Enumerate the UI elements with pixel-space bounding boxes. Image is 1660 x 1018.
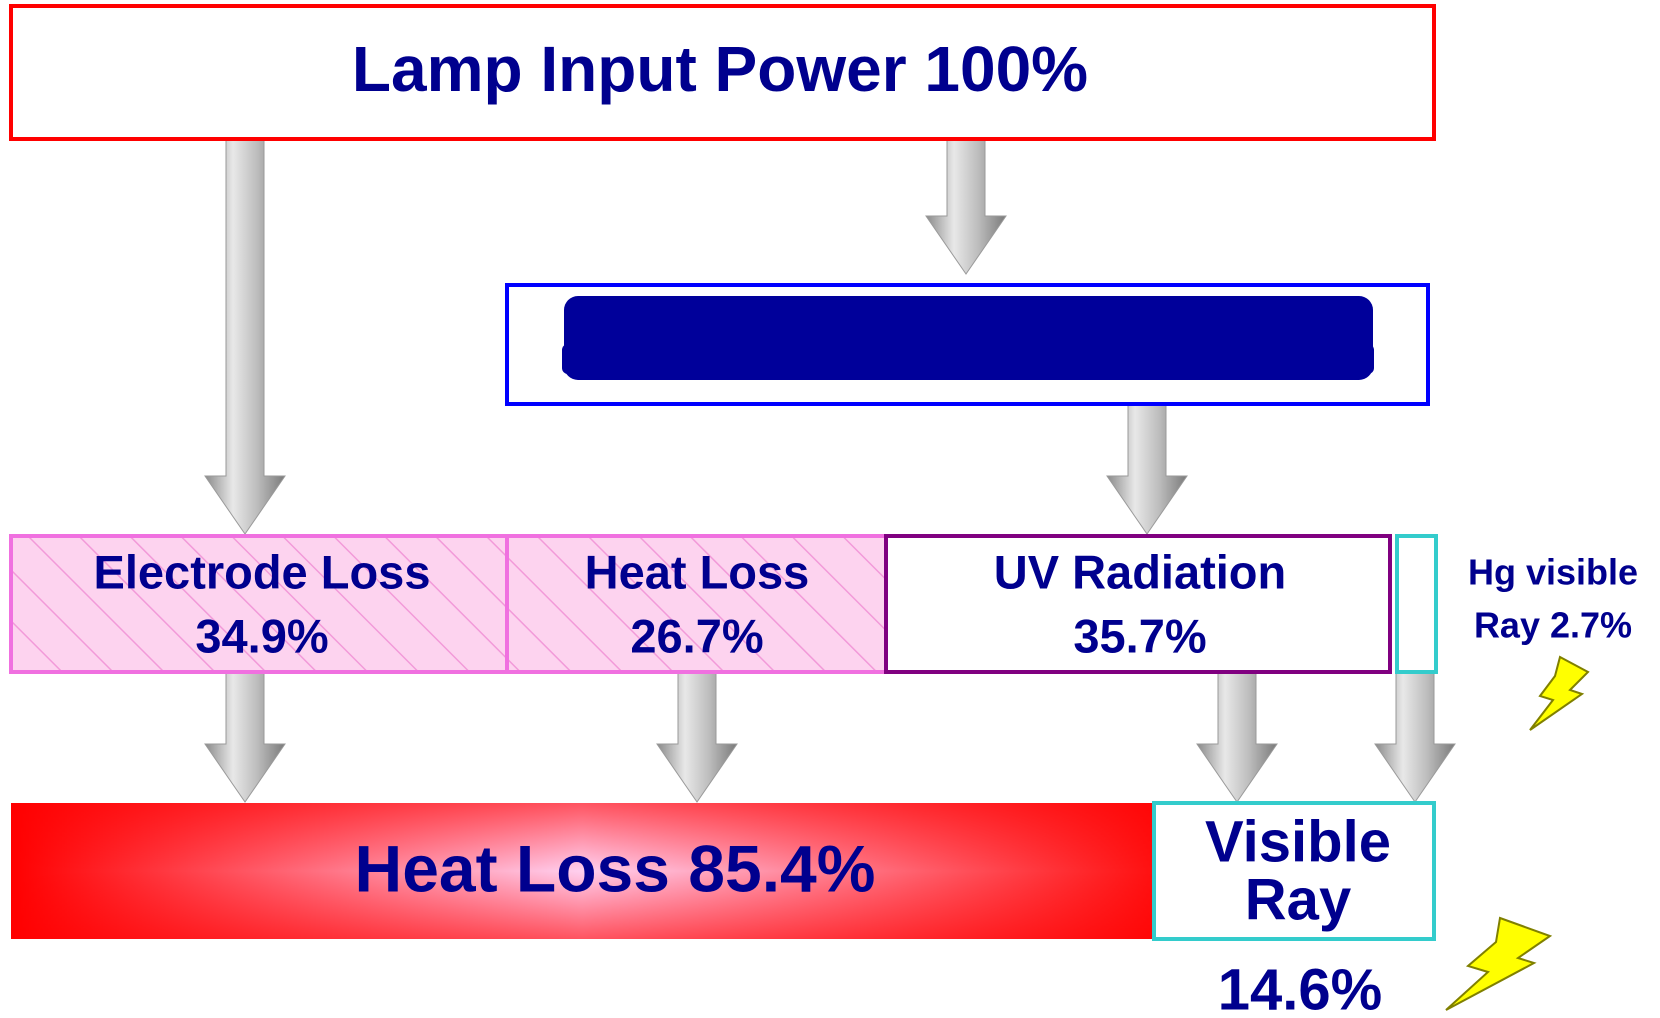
- heat-bar-shade: [11, 803, 1154, 939]
- arrows: [204, 138, 1456, 803]
- redaction: [562, 344, 1374, 374]
- arrow: [204, 138, 286, 535]
- value: 34.9%: [195, 609, 328, 662]
- label: Hg visible: [1468, 552, 1638, 593]
- visible-box: [1152, 801, 1436, 941]
- input-box: [9, 4, 1436, 141]
- lightning: [1445, 916, 1553, 1011]
- value: 26.7%: [630, 609, 763, 662]
- value: 14.6%: [1218, 957, 1382, 1013]
- label: Electrode Loss: [94, 545, 431, 598]
- arrow: [1106, 403, 1188, 535]
- arrow: [1196, 671, 1278, 803]
- hg-box: [1395, 534, 1438, 674]
- label: UV Radiation: [994, 545, 1286, 598]
- arrow: [204, 671, 286, 803]
- lightning: [1529, 655, 1590, 731]
- label: Ray: [1245, 867, 1351, 932]
- label: Heat Loss 85.4%: [355, 831, 876, 905]
- input-label: Lamp Input Power 100%: [352, 33, 1088, 105]
- arrow: [656, 671, 738, 803]
- uv-box: [884, 534, 1392, 674]
- label: Ray 2.7%: [1474, 605, 1632, 646]
- label: Heat Loss: [585, 545, 810, 598]
- value: 35.7%: [1073, 609, 1206, 662]
- label: Visible: [1205, 809, 1391, 874]
- arrow: [925, 138, 1007, 275]
- arrow: [1374, 671, 1456, 803]
